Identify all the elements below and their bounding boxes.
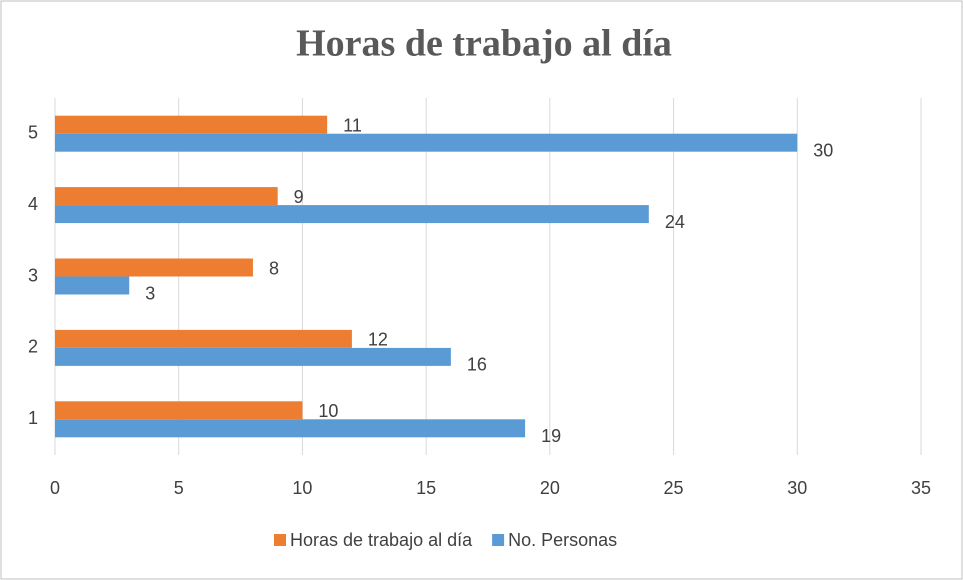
y-tick-label: 5 <box>28 122 38 142</box>
x-tick-label: 5 <box>174 478 184 498</box>
data-label: 10 <box>318 401 338 421</box>
bar <box>55 133 798 152</box>
bar <box>55 401 303 420</box>
y-tick-label: 4 <box>28 194 38 214</box>
x-tick-label: 30 <box>787 478 807 498</box>
data-label: 16 <box>467 355 487 375</box>
data-label: 9 <box>294 187 304 207</box>
legend-swatch <box>492 534 505 546</box>
bar <box>55 329 352 348</box>
legend-label: Horas de trabajo al día <box>290 530 473 550</box>
data-label: 11 <box>343 115 362 135</box>
legend-swatch <box>274 534 286 546</box>
bar <box>55 187 278 206</box>
y-tick-label: 2 <box>28 337 38 357</box>
y-tick-label: 3 <box>28 265 38 285</box>
bar <box>55 347 451 366</box>
data-label: 3 <box>145 283 155 303</box>
data-label: 19 <box>541 426 561 446</box>
x-tick-label: 35 <box>911 478 931 498</box>
x-tick-label: 15 <box>416 478 436 498</box>
data-label: 24 <box>665 212 685 232</box>
bar <box>55 115 328 134</box>
chart-title: Horas de trabajo al día <box>296 23 672 65</box>
x-tick-label: 25 <box>664 478 684 498</box>
legend-label: No. Personas <box>508 530 617 550</box>
bar <box>55 258 253 277</box>
bar <box>55 419 526 438</box>
x-tick-label: 0 <box>50 478 60 498</box>
x-tick-label: 20 <box>540 478 560 498</box>
x-tick-label: 10 <box>292 478 312 498</box>
y-tick-label: 1 <box>28 408 38 428</box>
bar <box>55 205 649 224</box>
data-label: 8 <box>269 258 279 278</box>
data-label: 30 <box>813 140 833 160</box>
data-label: 12 <box>368 330 388 350</box>
bar <box>55 276 130 295</box>
